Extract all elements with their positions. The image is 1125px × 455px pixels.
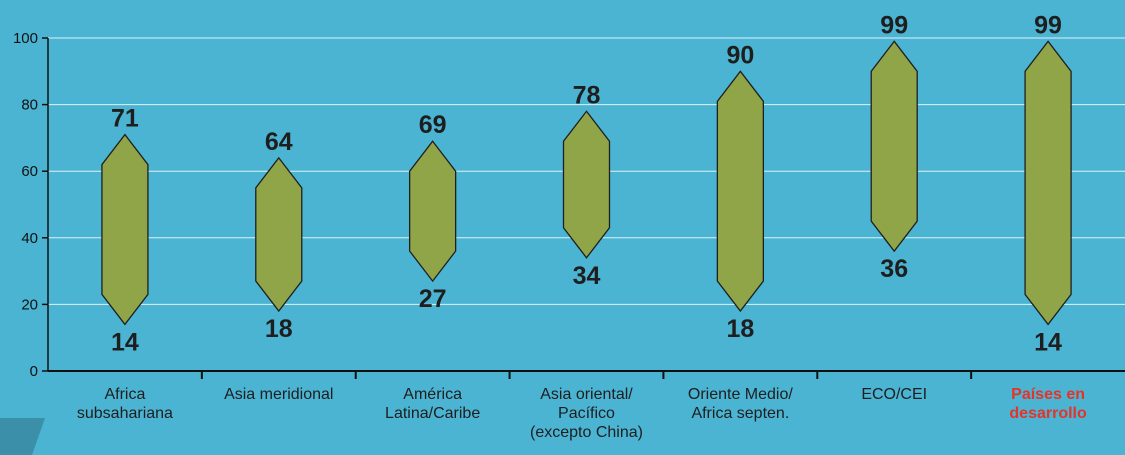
high-value-label: 99 (1034, 11, 1062, 39)
y-tick-label: 20 (21, 296, 38, 313)
category-label: (excepto China) (530, 424, 643, 441)
category-label: subsahariana (77, 405, 173, 422)
low-value-label: 18 (726, 315, 754, 343)
range-bar (871, 41, 917, 251)
high-value-label: 69 (419, 111, 447, 139)
range-bar (564, 111, 610, 258)
low-value-label: 27 (419, 285, 447, 313)
range-bar (256, 158, 302, 311)
high-value-label: 71 (111, 105, 139, 133)
category-label: Latina/Caribe (385, 405, 480, 422)
high-value-label: 90 (726, 41, 754, 69)
category-label: ECO/CEI (861, 386, 927, 403)
high-value-label: 78 (573, 81, 601, 109)
range-bar (717, 71, 763, 311)
y-tick-label: 100 (13, 30, 38, 47)
category-label: Oriente Medio/ (688, 386, 793, 403)
range-bar (410, 141, 456, 281)
low-value-label: 36 (880, 255, 908, 283)
low-value-label: 14 (111, 328, 139, 356)
category-label: desarrollo (1009, 405, 1087, 422)
category-label: Africa (104, 386, 145, 403)
range-bar (102, 135, 148, 325)
y-tick-label: 60 (21, 163, 38, 180)
y-tick-label: 40 (21, 230, 38, 247)
category-label: Africa septen. (691, 405, 789, 422)
category-label: Países en (1011, 386, 1085, 403)
y-tick-label: 80 (21, 97, 38, 114)
category-label: Asia meridional (224, 386, 333, 403)
category-label: Pacífico (558, 405, 615, 422)
low-value-label: 34 (573, 262, 601, 290)
high-value-label: 64 (265, 128, 293, 156)
low-value-label: 14 (1034, 328, 1062, 356)
category-label: Asia oriental/ (540, 386, 633, 403)
range-bar (1025, 41, 1071, 324)
high-value-label: 99 (880, 11, 908, 39)
category-label: América (403, 386, 462, 403)
low-value-label: 18 (265, 315, 293, 343)
y-tick-label: 0 (30, 363, 38, 380)
